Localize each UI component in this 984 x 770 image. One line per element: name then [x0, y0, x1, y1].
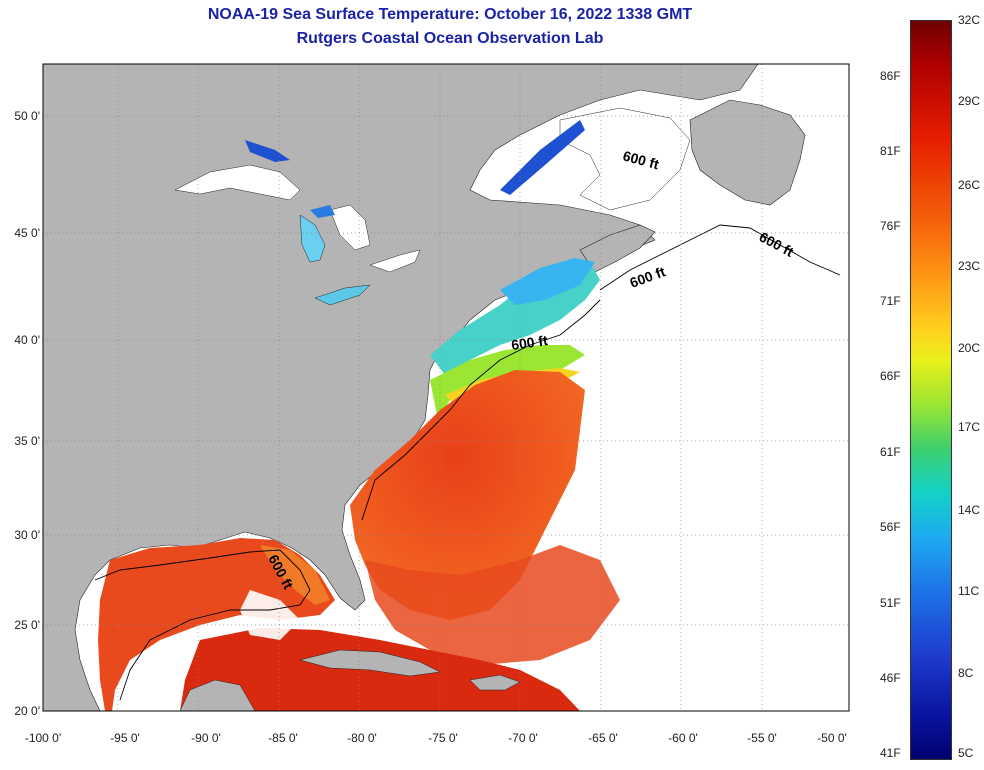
lake-blue-small-2	[310, 205, 335, 218]
colorbar-f-label: 66F	[880, 369, 901, 383]
colorbar-c-label: 5C	[958, 746, 974, 760]
sst-cool-shelf-blue	[500, 258, 595, 305]
colorbar-f-label: 81F	[880, 144, 901, 158]
colorbar-f-label: 41F	[880, 746, 901, 760]
map-subtitle: Rutgers Coastal Ocean Observation Lab	[296, 30, 604, 47]
lat-label: 20 0'	[14, 704, 40, 718]
colorbar-f-label: 51F	[880, 596, 901, 610]
temperature-colorbar	[910, 20, 952, 760]
contour-label: 600 ft	[510, 332, 549, 353]
lon-label: -60 0'	[668, 731, 698, 745]
lake-huron	[329, 204, 371, 251]
colorbar-f-label: 71F	[880, 294, 901, 308]
colorbar-f-label: 46F	[880, 671, 901, 685]
colorbar-f-label: 76F	[880, 219, 901, 233]
lon-label: -65 0'	[588, 731, 618, 745]
land-newfoundland	[689, 99, 806, 206]
land-yucatan	[179, 679, 256, 711]
lat-label: 30 0'	[14, 528, 40, 542]
lon-label: -70 0'	[508, 731, 538, 745]
colorbar-c-label: 32C	[958, 13, 981, 27]
lat-label: 25 0'	[14, 618, 40, 632]
lake-nipigon	[500, 120, 585, 195]
colorbar-c-label: 8C	[958, 666, 974, 680]
lake-michigan	[299, 214, 326, 263]
lake-superior	[174, 164, 301, 201]
lake-ontario	[314, 284, 371, 306]
lon-label: -95 0'	[110, 731, 140, 745]
lake-erie	[369, 249, 421, 273]
colorbar-c-label: 17C	[958, 420, 981, 434]
sst-white-gaps	[150, 590, 300, 690]
map-frame	[42, 63, 850, 712]
lon-label: -85 0'	[268, 731, 298, 745]
lon-label: -55 0'	[747, 731, 777, 745]
lat-label: 45 0'	[14, 226, 40, 240]
sst-gulf-of-mexico	[98, 538, 335, 711]
colorbar-c-label: 29C	[958, 94, 981, 108]
colorbar-f-label: 61F	[880, 445, 901, 459]
colorbar-c-label: 23C	[958, 259, 981, 273]
map-title: NOAA-19 Sea Surface Temperature: October…	[207, 6, 693, 23]
lat-label: 35 0'	[14, 434, 40, 448]
sst-scattered-warm	[365, 545, 620, 665]
sst-gulf-stream	[350, 370, 585, 620]
land-hispaniola	[469, 674, 521, 691]
sst-gulf-orange	[260, 545, 330, 605]
depth-contour-north	[599, 224, 841, 291]
lon-label: -75 0'	[428, 731, 458, 745]
lat-label: 40 0'	[14, 333, 40, 347]
lon-label: -80 0'	[347, 731, 377, 745]
depth-contour-gulf	[94, 549, 311, 701]
gulf-st-lawrence	[559, 107, 691, 211]
colorbar-c-label: 14C	[958, 503, 981, 517]
colorbar-f-label: 86F	[880, 69, 901, 83]
colorbar-c-label: 11C	[958, 584, 980, 598]
depth-contour-atlantic	[361, 299, 601, 521]
lon-label: -50 0'	[817, 731, 847, 745]
latitude-labels: 50 0' 45 0' 40 0' 35 0' 30 0' 25 0' 20 0…	[14, 109, 40, 718]
colorbar-c-label: 26C	[958, 178, 981, 192]
colorbar-c-label: 20C	[958, 341, 981, 355]
lon-label: -90 0'	[191, 731, 221, 745]
lon-label: -100 0'	[25, 731, 61, 745]
longitude-labels: -100 0' -95 0' -90 0' -85 0' -80 0' -75 …	[25, 731, 847, 745]
colorbar-f-label: 56F	[880, 520, 901, 534]
lat-label: 50 0'	[14, 109, 40, 123]
sst-green-band	[430, 345, 585, 420]
